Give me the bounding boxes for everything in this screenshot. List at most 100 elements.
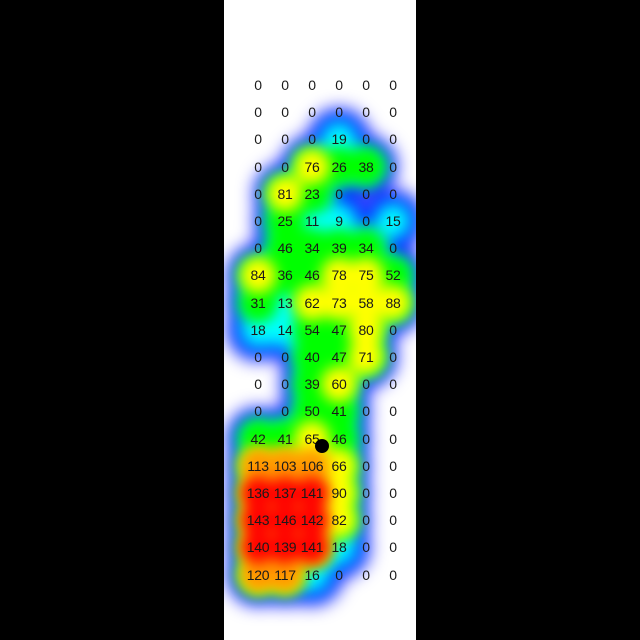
cell-value: 0 bbox=[254, 158, 262, 175]
cell-value: 50 bbox=[304, 403, 320, 420]
heat-blob bbox=[242, 504, 274, 537]
cell-value: 0 bbox=[254, 104, 262, 121]
cell-value: 46 bbox=[277, 240, 293, 257]
heat-blob bbox=[346, 146, 386, 187]
cell-value: 18 bbox=[331, 539, 347, 556]
cell-value: 39 bbox=[304, 376, 320, 393]
heat-blob bbox=[240, 447, 276, 484]
cell-value: 0 bbox=[389, 403, 397, 420]
cell-value: 0 bbox=[362, 403, 370, 420]
cell-value: 0 bbox=[362, 485, 370, 501]
heat-blob bbox=[267, 175, 303, 212]
cell-value: 0 bbox=[362, 430, 370, 447]
cell-value: 88 bbox=[385, 294, 401, 311]
cell-value: 0 bbox=[362, 376, 370, 393]
cell-value: 0 bbox=[389, 512, 397, 529]
cell-value: 38 bbox=[358, 158, 374, 175]
cell-value: 71 bbox=[358, 349, 374, 365]
cell-value: 0 bbox=[281, 131, 289, 148]
cell-value: 13 bbox=[277, 294, 293, 311]
cell-value: 139 bbox=[273, 539, 297, 556]
heat-blob bbox=[321, 447, 357, 484]
cell-value: 47 bbox=[331, 321, 347, 338]
cell-value: 75 bbox=[358, 267, 374, 284]
heat-blob bbox=[321, 502, 357, 539]
cell-value: 140 bbox=[246, 539, 270, 556]
heat-blob bbox=[240, 556, 276, 593]
cell-value: 66 bbox=[331, 457, 347, 474]
heat-blob bbox=[321, 475, 357, 511]
cell-value: 25 bbox=[277, 213, 293, 229]
position-marker bbox=[315, 438, 329, 453]
cell-value: 0 bbox=[389, 430, 397, 447]
cell-value: 54 bbox=[304, 321, 320, 338]
heat-blob bbox=[269, 504, 301, 537]
cell-value: 136 bbox=[246, 485, 270, 501]
cell-value: 42 bbox=[250, 430, 266, 447]
cell-value: 15 bbox=[385, 213, 401, 229]
cell-value: 0 bbox=[362, 77, 370, 93]
cell-value: 0 bbox=[362, 104, 370, 121]
cell-value: 0 bbox=[362, 566, 370, 583]
heat-blob bbox=[238, 282, 278, 323]
cell-value: 0 bbox=[254, 185, 262, 202]
cell-value: 141 bbox=[300, 485, 324, 501]
cell-value: 0 bbox=[362, 131, 370, 148]
cell-value: 41 bbox=[331, 403, 347, 420]
heat-blob bbox=[373, 201, 413, 241]
heatmap-canvas bbox=[228, 109, 416, 605]
heatmap-panel: 0 0 0 0 0 0 0 0 0 0 0 0 0 0 0 19 0 0 0 0 76 26 38 0 0 81 23 0 0 0 0 25 1… bbox=[224, 0, 416, 640]
cell-value: 19 bbox=[331, 131, 347, 148]
cell-value: 11 bbox=[305, 213, 319, 229]
cell-value: 113 bbox=[247, 457, 269, 474]
cell-value: 0 bbox=[281, 349, 289, 365]
heat-blob bbox=[242, 477, 274, 509]
cell-value: 18 bbox=[250, 321, 266, 338]
heat-blob bbox=[296, 477, 328, 509]
cell-value: 39 bbox=[331, 240, 347, 257]
cell-value: 0 bbox=[389, 566, 397, 583]
cell-value: 0 bbox=[389, 485, 397, 501]
cell-value: 46 bbox=[304, 267, 320, 284]
cell-value: 146 bbox=[273, 512, 297, 529]
cell-value: 0 bbox=[362, 213, 370, 229]
cell-value: 0 bbox=[335, 77, 343, 93]
cell-value: 60 bbox=[331, 376, 347, 393]
cell-value: 0 bbox=[281, 77, 289, 93]
cell-value: 0 bbox=[389, 240, 397, 257]
cell-value: 0 bbox=[389, 131, 397, 148]
cell-value: 0 bbox=[389, 104, 397, 121]
cell-value: 0 bbox=[281, 158, 289, 175]
cell-value: 141 bbox=[300, 539, 324, 556]
heat-blob bbox=[294, 148, 330, 185]
cell-value: 0 bbox=[254, 131, 262, 148]
cell-value: 84 bbox=[250, 267, 266, 284]
cell-value: 0 bbox=[254, 213, 262, 229]
cell-value: 36 bbox=[277, 267, 293, 284]
cell-value: 120 bbox=[246, 566, 270, 583]
cell-value: 58 bbox=[358, 294, 374, 311]
cell-value: 137 bbox=[273, 485, 297, 501]
cell-value: 117 bbox=[274, 566, 296, 583]
cell-value: 0 bbox=[335, 185, 343, 202]
heat-blob bbox=[267, 556, 303, 593]
cell-value: 46 bbox=[331, 430, 347, 447]
cell-value: 106 bbox=[300, 457, 324, 474]
cell-value: 0 bbox=[308, 104, 316, 121]
cell-value: 0 bbox=[362, 512, 370, 529]
cell-value: 143 bbox=[246, 512, 270, 529]
cell-value: 90 bbox=[331, 485, 347, 501]
heat-blob bbox=[321, 284, 357, 321]
cell-value: 0 bbox=[389, 77, 397, 93]
cell-value: 52 bbox=[385, 267, 401, 284]
heat-blob bbox=[292, 173, 332, 214]
cell-value: 0 bbox=[335, 566, 343, 583]
cell-value: 0 bbox=[362, 457, 370, 474]
cell-value: 0 bbox=[254, 376, 262, 393]
cell-value: 0 bbox=[362, 539, 370, 556]
cell-value: 103 bbox=[273, 457, 297, 474]
cell-value: 0 bbox=[308, 77, 316, 93]
cell-value: 26 bbox=[331, 158, 347, 175]
heat-blob bbox=[242, 531, 274, 564]
cell-value: 73 bbox=[331, 294, 347, 311]
